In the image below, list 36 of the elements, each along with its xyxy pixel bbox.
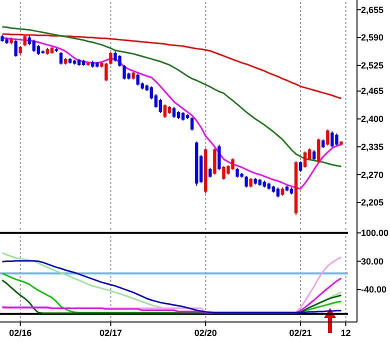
candlestick — [326, 129, 330, 146]
candlestick — [190, 116, 194, 131]
candlestick — [172, 106, 176, 119]
y-tick-label: 2,400 — [361, 114, 384, 124]
candlestick — [312, 150, 316, 161]
candlestick — [244, 175, 248, 188]
candlestick — [218, 144, 221, 171]
y-tick-label: 30.00 — [361, 256, 384, 266]
y-tick-label: 2,205 — [361, 198, 384, 208]
line-series — [2, 37, 342, 190]
y-tick-label: 100.00 — [361, 228, 389, 238]
y-tick-label: 2,590 — [361, 32, 384, 43]
candlestick — [158, 98, 162, 114]
y-tick-label: 2,655 — [361, 4, 384, 15]
y-tick-label: -40.00 — [361, 284, 387, 295]
candlestick — [163, 104, 167, 119]
x-tick-label: 12 — [340, 328, 351, 338]
x-tick-label: 02/21 — [289, 328, 312, 338]
x-tick-label: 02/16 — [9, 328, 32, 338]
y-tick-label: 2,335 — [361, 142, 384, 152]
candlestick — [303, 150, 307, 168]
candlestick — [208, 167, 212, 178]
line-series — [2, 26, 342, 168]
candlestick — [317, 138, 320, 164]
y-tick-label: 2,525 — [361, 60, 384, 71]
x-tick-label: 02/17 — [99, 328, 122, 338]
candlestick — [249, 178, 252, 188]
x-tick-label: 02/20 — [194, 328, 217, 338]
candlestick — [109, 52, 112, 66]
candlestick — [14, 39, 18, 58]
candlestick — [59, 52, 63, 66]
candlestick — [276, 186, 280, 198]
line-series — [2, 33, 342, 100]
y-tick-label: 2,465 — [361, 86, 384, 96]
y-tick-label: 2,270 — [361, 170, 384, 180]
candlestick — [298, 160, 302, 172]
